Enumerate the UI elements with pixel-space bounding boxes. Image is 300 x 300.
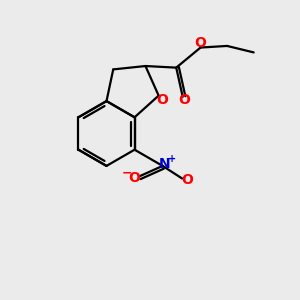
Text: +: + <box>168 154 176 164</box>
Text: −: − <box>122 166 132 179</box>
Text: O: O <box>156 93 168 107</box>
Text: O: O <box>182 173 194 187</box>
Text: N: N <box>159 158 171 171</box>
Text: O: O <box>178 93 190 107</box>
Text: O: O <box>128 171 140 185</box>
Text: O: O <box>195 36 206 50</box>
